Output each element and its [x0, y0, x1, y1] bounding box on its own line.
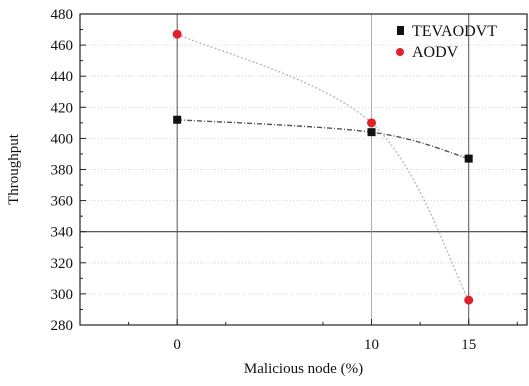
- y-tick-label: 420: [51, 100, 74, 116]
- legend-marker: [396, 48, 404, 56]
- y-tick-label: 400: [51, 131, 74, 147]
- legend: TEVAODVT AODV: [396, 23, 497, 61]
- series-aodv: [172, 29, 474, 305]
- legend-item: AODV: [396, 44, 459, 61]
- series-line: [176, 33, 470, 301]
- x-axis-title: Malicious node (%): [244, 361, 363, 377]
- plot-frame: [79, 13, 528, 326]
- y-axis-title: Throughput: [6, 133, 22, 205]
- series-tevaodvt: [173, 115, 473, 163]
- y-tick-label: 460: [51, 38, 74, 54]
- y-tick-label: 300: [51, 287, 74, 303]
- y-tick-label: 340: [51, 225, 74, 241]
- data-point: [172, 29, 182, 39]
- legend-marker: [397, 26, 404, 35]
- data-point: [464, 154, 473, 163]
- legend-label: TEVAODVT: [412, 23, 497, 40]
- data-point: [464, 295, 474, 305]
- data-point: [367, 128, 376, 137]
- data-point: [173, 115, 182, 124]
- series-line: [177, 119, 469, 160]
- tick-layer: 280 300 320 340 360 380 400 420 440 460 480 0 10 15: [51, 7, 527, 353]
- x-tick-label: 0: [173, 337, 181, 353]
- y-tick-label: 380: [51, 163, 74, 179]
- y-tick-label: 280: [51, 318, 74, 334]
- series-layer: [172, 29, 474, 305]
- y-tick-label: 480: [51, 7, 74, 23]
- y-tick-label: 440: [51, 69, 74, 85]
- y-tick-label: 360: [51, 194, 74, 210]
- x-tick-label: 15: [461, 337, 476, 353]
- x-tick-label: 10: [364, 337, 379, 353]
- legend-item: TEVAODVT: [397, 23, 497, 40]
- data-point: [367, 118, 377, 128]
- y-tick-label: 320: [51, 256, 74, 272]
- legend-label: AODV: [412, 44, 459, 61]
- grid-layer: [80, 14, 527, 325]
